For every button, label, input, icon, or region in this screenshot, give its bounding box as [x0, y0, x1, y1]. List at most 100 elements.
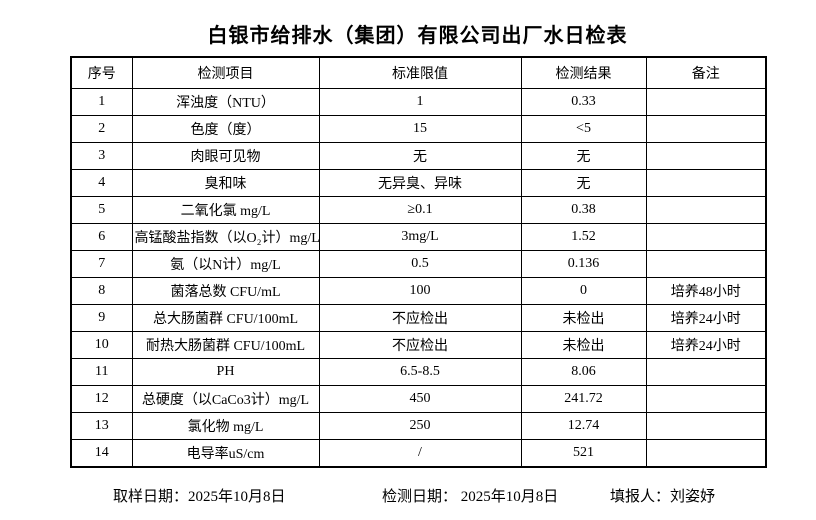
cell-item: 二氧化氯 mg/L: [131, 196, 320, 224]
cell-note: [645, 439, 767, 468]
cell-item: 氯化物 mg/L: [131, 412, 320, 440]
cell-limit: 3mg/L: [318, 223, 522, 251]
cell-result: 0.33: [520, 88, 647, 116]
cell-item: 氨（以N计）mg/L: [131, 250, 320, 278]
header-result: 检测结果: [520, 56, 647, 89]
cell-no: 9: [70, 304, 133, 332]
cell-limit: 250: [318, 412, 522, 440]
cell-no: 12: [70, 385, 133, 413]
cell-limit: 无: [318, 142, 522, 170]
cell-note: 培养48小时: [645, 277, 767, 305]
table-row: 1 浑浊度（NTU） 1 0.33: [70, 88, 767, 116]
cell-item: 浑浊度（NTU）: [131, 88, 320, 116]
cell-limit: 450: [318, 385, 522, 413]
header-no: 序号: [70, 56, 133, 89]
cell-limit: 100: [318, 277, 522, 305]
cell-result: 1.52: [520, 223, 647, 251]
cell-no: 2: [70, 115, 133, 143]
table-row: 2 色度（度） 15 <5: [70, 115, 767, 143]
cell-no: 13: [70, 412, 133, 440]
cell-limit: 不应检出: [318, 304, 522, 332]
reporter: 填报人：刘姿妤: [610, 485, 715, 506]
cell-note: [645, 115, 767, 143]
table-row: 7 氨（以N计）mg/L 0.5 0.136: [70, 250, 767, 278]
cell-limit: ≥0.1: [318, 196, 522, 224]
header-row: 序号 检测项目 标准限值 检测结果 备注: [70, 56, 767, 89]
cell-no: 3: [70, 142, 133, 170]
sampling-date: 取样日期：2025年10月8日: [113, 485, 286, 506]
table-row: 8 菌落总数 CFU/mL 100 0 培养48小时: [70, 277, 767, 305]
cell-result: 521: [520, 439, 647, 468]
cell-item: 电导率uS/cm: [131, 439, 320, 468]
cell-item: 色度（度）: [131, 115, 320, 143]
table-row: 3 肉眼可见物无无: [70, 142, 767, 170]
cell-no: 14: [70, 439, 133, 468]
cell-limit: 1: [318, 88, 522, 116]
table-body: 1 浑浊度（NTU） 1 0.33 2 色度（度） 15 <5 3 肉眼可见物无无 4 臭和味 无异臭、…: [70, 88, 767, 468]
cell-note: [645, 250, 767, 278]
cell-no: 8: [70, 277, 133, 305]
cell-item: 耐热大肠菌群 CFU/100mL: [131, 331, 320, 359]
inspection-table: 序号 检测项目 标准限值 检测结果 备注 1 浑浊度（NTU） 1 0.33 2 色度（度…: [70, 56, 767, 468]
table-header: 序号 检测项目 标准限值 检测结果 备注: [70, 56, 767, 89]
cell-note: 培养24小时: [645, 331, 767, 359]
cell-limit: 0.5: [318, 250, 522, 278]
cell-item: 菌落总数 CFU/mL: [131, 277, 320, 305]
cell-note: [645, 412, 767, 440]
sampling-date-label: 取样日期：: [113, 489, 189, 505]
cell-note: [645, 142, 767, 170]
header-item: 检测项目: [131, 56, 320, 89]
table-row: 9 总大肠菌群 CFU/100mL 不应检出 未检出 培养24小时: [70, 304, 767, 332]
table-row: 13 氯化物 mg/L 250 12.74: [70, 412, 767, 440]
cell-limit: 不应检出: [318, 331, 522, 359]
cell-no: 6: [70, 223, 133, 251]
cell-result: 0.136: [520, 250, 647, 278]
cell-item: 肉眼可见物: [131, 142, 320, 170]
cell-result: 241.72: [520, 385, 647, 413]
table-row: 5 二氧化氯 mg/L ≥0.1 0.38: [70, 196, 767, 224]
page-title: 白银市给排水（集团）有限公司出厂水日检表: [207, 25, 628, 47]
cell-limit: 6.5-8.5: [318, 358, 522, 386]
table-row: 6 高锰酸盐指数（以O₂计）mg/L 3mg/L 1.52: [70, 223, 767, 251]
cell-no: 4: [70, 169, 133, 197]
cell-result: 12.74: [520, 412, 647, 440]
cell-result: 未检出: [520, 304, 647, 332]
cell-no: 11: [70, 358, 133, 386]
cell-no: 10: [70, 331, 133, 359]
cell-item: 总大肠菌群 CFU/100mL: [131, 304, 320, 332]
cell-result: 无: [520, 169, 647, 197]
cell-note: [645, 223, 767, 251]
table-row: 4 臭和味 无异臭、异味无: [70, 169, 767, 197]
cell-note: [645, 358, 767, 386]
cell-result: 未检出: [520, 331, 647, 359]
cell-note: [645, 385, 767, 413]
cell-limit: /: [318, 439, 522, 468]
cell-result: 无: [520, 142, 647, 170]
table-row: 12 总硬度（以CaCo3计）mg/L 450 241.72: [70, 385, 767, 413]
cell-result: <5: [520, 115, 647, 143]
cell-result: 0.38: [520, 196, 647, 224]
cell-result: 0: [520, 277, 647, 305]
cell-result: 8.06: [520, 358, 647, 386]
cell-note: [645, 88, 767, 116]
testing-date: 检测日期： 2025年10月8日: [382, 485, 558, 506]
cell-note: [645, 169, 767, 197]
cell-item: 高锰酸盐指数（以O₂计）mg/L: [131, 223, 320, 251]
header-limit: 标准限值: [318, 56, 522, 89]
reporter-name: 刘姿妤: [670, 489, 716, 505]
cell-limit: 无异臭、异味: [318, 169, 522, 197]
cell-note: 培养24小时: [645, 304, 767, 332]
cell-note: [645, 196, 767, 224]
testing-date-label: 检测日期：: [382, 489, 461, 505]
footer: 取样日期：2025年10月8日 检测日期： 2025年10月8日 填报人：刘姿妤: [0, 485, 816, 520]
cell-no: 1: [70, 88, 133, 116]
cell-no: 7: [70, 250, 133, 278]
cell-item: PH: [131, 358, 320, 386]
table-row: 10 耐热大肠菌群 CFU/100mL 不应检出 未检出 培养24小时: [70, 331, 767, 359]
cell-limit: 15: [318, 115, 522, 143]
header-note: 备注: [645, 56, 767, 89]
reporter-label: 填报人：: [610, 489, 671, 505]
cell-item: 总硬度（以CaCo3计）mg/L: [131, 385, 320, 413]
testing-date-value: 2025年10月8日: [460, 489, 559, 505]
